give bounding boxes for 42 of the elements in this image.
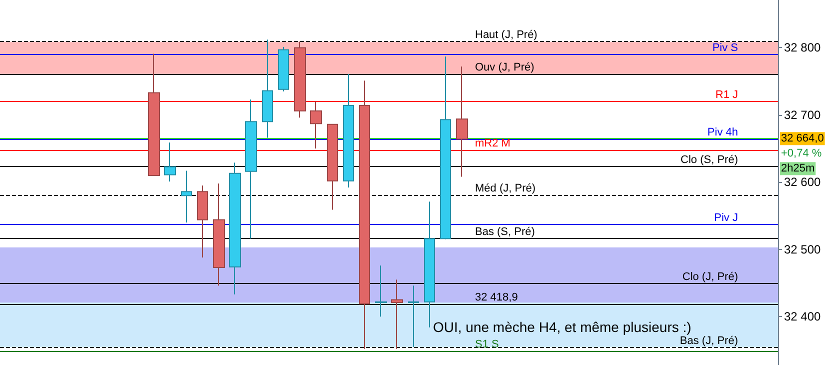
ref-line-label: Piv 4h xyxy=(707,126,738,139)
y-tick-label: 32 800 xyxy=(784,40,822,55)
ref-line-label: 32 418,9 xyxy=(475,291,518,304)
y-tick-label: 32 700 xyxy=(784,108,822,122)
y-tick-label: 32 500 xyxy=(784,242,822,256)
candlestick xyxy=(294,41,306,118)
ref-line-label: mR2 M xyxy=(475,137,510,150)
candlestick xyxy=(197,185,208,258)
ref-line-label: Piv J xyxy=(714,212,738,224)
candlestick xyxy=(424,201,435,328)
candlestick xyxy=(310,101,322,150)
candlestick xyxy=(164,142,176,182)
ref-line-label: Clo (S, Pré) xyxy=(680,154,738,166)
candlestick xyxy=(359,80,370,350)
candlestick xyxy=(391,279,403,350)
ref-line-label: Méd (J, Pré) xyxy=(475,182,536,194)
y-tick-label: 32 600 xyxy=(784,175,822,190)
candlestick xyxy=(245,98,257,240)
ref-line-label: Ouv (J, Pré) xyxy=(475,61,534,74)
ref-line-label: Bas (S, Pré) xyxy=(475,226,535,238)
ref-line-label: Haut (J, Pré) xyxy=(475,29,538,42)
ref-line-label: Bas (J, Pré) xyxy=(680,335,738,348)
ref-line-label: Piv S xyxy=(712,42,738,54)
candlestick xyxy=(456,66,468,178)
candlestick xyxy=(213,183,225,286)
text: +0,74 % xyxy=(781,148,822,160)
candlestick xyxy=(343,73,354,188)
candlestick xyxy=(148,53,160,176)
candlestick xyxy=(262,39,273,138)
annotation: OUI, une mèche H4, et même plusieurs :) xyxy=(433,319,692,335)
ref-line-label: R1 J xyxy=(715,89,738,101)
text: 2h25m xyxy=(781,162,815,175)
ref-line-label: Clo (J, Pré) xyxy=(682,271,738,284)
candlestick xyxy=(440,56,451,240)
text: 32 664,0 xyxy=(781,132,824,145)
candlestick xyxy=(181,170,192,223)
y-tick-label: 32 400 xyxy=(784,310,822,324)
candlestick xyxy=(375,265,387,318)
candlestick xyxy=(327,124,338,210)
candlestick xyxy=(229,162,241,295)
candlestick xyxy=(408,285,419,348)
candlestick xyxy=(278,46,289,92)
